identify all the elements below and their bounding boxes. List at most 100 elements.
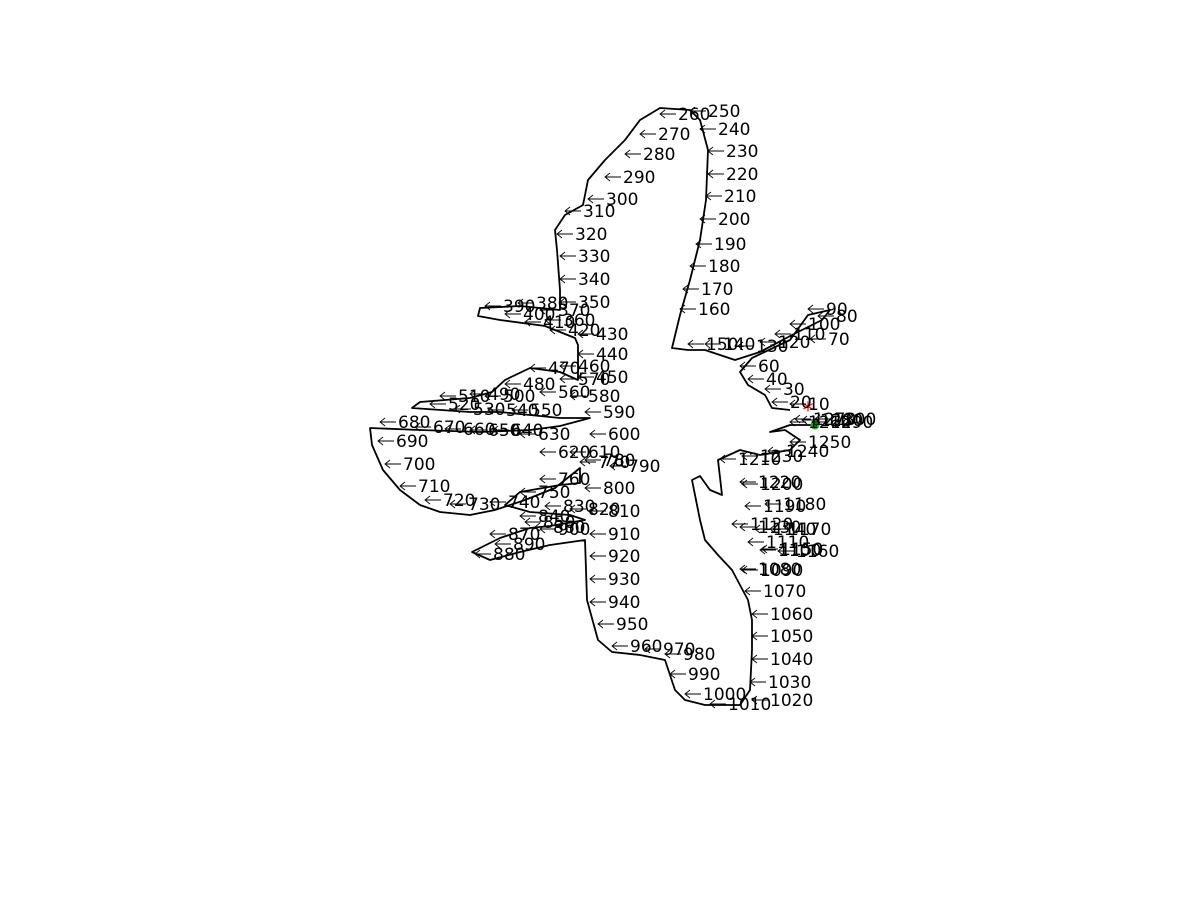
label-arrow-icon xyxy=(454,404,471,414)
contour-label-text: 1200 xyxy=(760,475,803,495)
label-arrow-icon xyxy=(789,319,806,329)
contour-label-text: 1160 xyxy=(796,542,839,562)
label-arrow-icon xyxy=(759,337,776,347)
label-arrow-icon xyxy=(511,405,528,415)
contour-label-text: 220 xyxy=(726,165,758,185)
contour-label-text: 960 xyxy=(630,637,662,657)
label-arrow-icon xyxy=(584,455,601,465)
contour-label: 200 xyxy=(699,210,750,230)
contour-label-text: 130 xyxy=(756,337,788,357)
contour-label: 760 xyxy=(539,470,590,490)
contour-label-text: 410 xyxy=(543,313,575,333)
label-arrow-icon xyxy=(774,329,791,339)
contour-label: 480 xyxy=(504,375,555,395)
label-arrow-icon xyxy=(719,454,736,464)
contour-label-text: 1150 xyxy=(780,540,823,560)
label-arrow-icon xyxy=(749,677,766,687)
contour-label: 920 xyxy=(589,547,640,567)
contour-label: 690 xyxy=(377,432,428,452)
contour-label: 70 xyxy=(809,330,850,350)
contour-label: 1220 xyxy=(739,473,801,493)
label-arrow-icon xyxy=(777,546,794,556)
contour-label: 1240 xyxy=(767,442,829,462)
contour-label-text: 460 xyxy=(578,357,610,377)
contour-label-text: 700 xyxy=(403,455,435,475)
label-arrow-icon xyxy=(624,149,641,159)
contour-label: 990 xyxy=(669,665,720,685)
contour-label-text: 80 xyxy=(836,307,858,327)
contour-label-text: 160 xyxy=(698,300,730,320)
contour-label-text: 1290 xyxy=(830,413,873,433)
contour-label: 1280 xyxy=(801,411,863,431)
contour-label-text: 830 xyxy=(563,497,595,517)
label-arrow-icon xyxy=(739,477,756,487)
contour-label: 900 xyxy=(539,520,590,540)
contour-label-text: 420 xyxy=(568,321,600,341)
contour-label: 120 xyxy=(759,333,810,353)
contour-label-text: 340 xyxy=(578,270,610,290)
contour-label-text: 400 xyxy=(523,305,555,325)
label-arrow-icon xyxy=(589,551,606,561)
contour-label: 380 xyxy=(517,294,568,314)
label-arrow-icon xyxy=(687,339,704,349)
contour-label-text: 510 xyxy=(458,387,490,407)
contour-label: 390 xyxy=(484,297,535,317)
label-arrow-icon xyxy=(584,407,601,417)
contour-label-text: 70 xyxy=(828,330,850,350)
label-arrow-icon xyxy=(584,483,601,493)
contour-label-text: 1230 xyxy=(760,447,803,467)
contour-label-text: 620 xyxy=(558,443,590,463)
label-arrow-icon xyxy=(589,529,606,539)
contour-label-text: 1130 xyxy=(758,518,801,538)
contour-label: 430 xyxy=(577,325,628,345)
contour-label-text: 900 xyxy=(558,520,590,540)
contour-label: 670 xyxy=(414,418,465,438)
label-arrow-icon xyxy=(559,251,576,261)
contour-label: 850 xyxy=(524,513,575,533)
contour-label: 1140 xyxy=(754,520,816,540)
label-arrow-icon xyxy=(771,397,788,407)
contour-label: 890 xyxy=(494,535,545,555)
label-arrow-icon xyxy=(807,304,824,314)
contour-label: 700 xyxy=(384,455,435,475)
contour-label-text: 180 xyxy=(708,257,740,277)
label-arrow-icon xyxy=(449,499,466,509)
label-arrow-icon xyxy=(377,436,394,446)
contour-label: 650 xyxy=(469,421,520,441)
label-arrow-icon xyxy=(469,425,486,435)
contour-label-text: 140 xyxy=(723,335,755,355)
contour-label: 930 xyxy=(589,570,640,590)
label-arrow-icon xyxy=(489,497,506,507)
contour-label: 1260 xyxy=(789,413,851,433)
label-arrow-icon xyxy=(494,539,511,549)
contour-outline xyxy=(369,107,831,706)
contour-label: 150 xyxy=(687,335,738,355)
label-arrow-icon xyxy=(817,311,834,321)
label-arrow-icon xyxy=(739,361,756,371)
contour-label: 260 xyxy=(659,105,710,125)
label-arrow-icon xyxy=(492,425,509,435)
contour-label: 1060 xyxy=(751,605,813,625)
label-arrow-icon xyxy=(609,461,626,471)
contour-label: 550 xyxy=(511,401,562,421)
contour-label: 570 xyxy=(559,370,610,390)
contour-label-text: 890 xyxy=(513,535,545,555)
label-arrow-icon xyxy=(684,689,701,699)
label-arrow-icon xyxy=(414,422,431,432)
contour-label: 830 xyxy=(544,497,595,517)
label-arrow-icon xyxy=(577,349,594,359)
contour-label: 450 xyxy=(577,368,628,388)
contour-label-text: 240 xyxy=(718,120,750,140)
contour-label-text: 300 xyxy=(606,190,638,210)
contour-label-text: 1090 xyxy=(760,561,803,581)
contour-label: 590 xyxy=(584,403,635,423)
contour-label: 1190 xyxy=(744,497,806,517)
label-arrow-icon xyxy=(549,325,566,335)
contour-label: 630 xyxy=(519,425,570,445)
contour-label-text: 710 xyxy=(418,477,450,497)
contour-label: 100 xyxy=(789,315,840,335)
contour-label-text: 1240 xyxy=(786,442,829,462)
label-arrow-icon xyxy=(789,437,806,447)
contour-label: 210 xyxy=(705,187,756,207)
label-arrow-icon xyxy=(539,387,556,397)
